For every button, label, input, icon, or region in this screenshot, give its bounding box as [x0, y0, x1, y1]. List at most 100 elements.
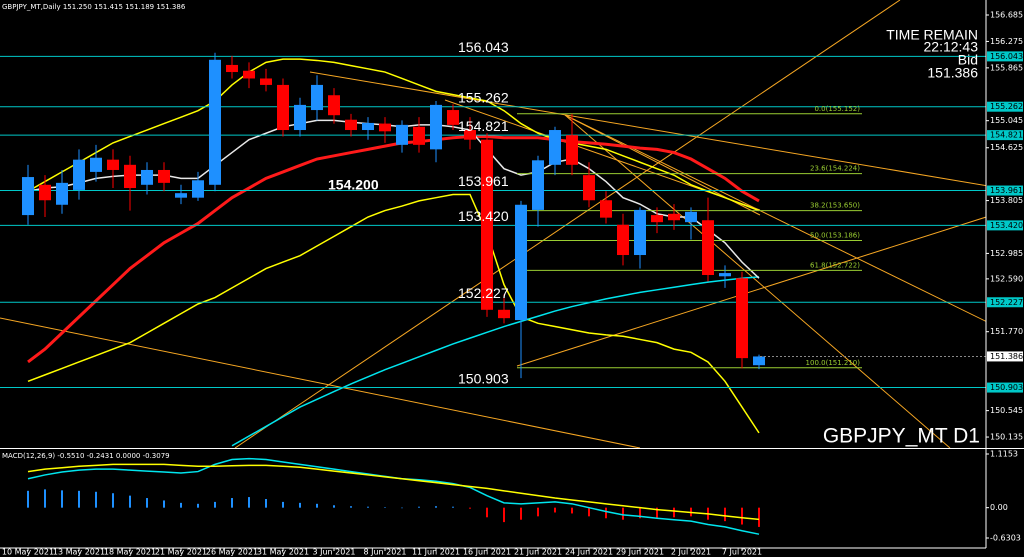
x-tick-label: 8 Jun 2021 [363, 548, 406, 557]
y-tick-label: 155.045 [990, 116, 1023, 125]
macd-bar [622, 507, 624, 520]
macd-bar [316, 503, 318, 508]
candle-body [532, 160, 544, 210]
y-tick-label: 156.275 [990, 37, 1023, 46]
macd-bar [27, 490, 29, 508]
macd-bar [163, 500, 165, 508]
level-label: 156.043 [458, 39, 509, 55]
level-label: 152.227 [458, 285, 509, 301]
macd-bar [724, 507, 726, 522]
x-tick-label: 10 May 2021 [2, 548, 54, 557]
level-tag-label: 154.821 [990, 131, 1023, 140]
indicator-line [27, 58, 760, 212]
macd-bar [248, 497, 250, 508]
macd-bar [384, 507, 386, 508]
macd-bar [282, 501, 284, 508]
x-tick-label: 26 May 2021 [206, 548, 258, 557]
candle-body [651, 215, 663, 223]
macd-bar [401, 507, 403, 509]
bid-value: 151.386 [927, 65, 978, 81]
macd-bar [588, 507, 590, 517]
level-tag [987, 382, 1023, 393]
candle-body [668, 213, 680, 221]
macd-bar [367, 506, 369, 508]
trendline [309, 71, 986, 187]
candle-body [753, 356, 765, 366]
macd-y-tick-label: 0.00 [990, 503, 1008, 512]
candle-body [702, 220, 714, 275]
level-label: 154.821 [458, 118, 509, 134]
candle-body [481, 139, 493, 310]
macd-bar [299, 502, 301, 508]
y-tick-label: 153.805 [990, 196, 1023, 205]
x-tick-label: 21 May 2021 [155, 548, 207, 557]
candle-body [736, 278, 748, 359]
candle-body [430, 104, 442, 150]
price-panel [0, 0, 986, 448]
level-label: 153.420 [458, 208, 509, 224]
x-tick-label: 13 May 2021 [53, 548, 105, 557]
level-label: 150.903 [458, 370, 509, 386]
fib-label: 38.2(153.650) [810, 202, 860, 210]
level-tag [987, 185, 1023, 196]
candle-body [294, 104, 306, 131]
candle-body [464, 130, 476, 140]
macd-bar [554, 507, 556, 513]
macd-bar [571, 507, 573, 514]
fib-label: 23.6(154.224) [810, 165, 860, 173]
macd-bar [129, 495, 131, 508]
macd-bar [112, 493, 114, 508]
macd-bar [197, 503, 199, 508]
level-label: 155.262 [458, 89, 509, 105]
candle-body [566, 135, 578, 165]
macd-bar [520, 507, 522, 520]
y-tick-label: 154.625 [990, 143, 1023, 152]
x-tick-label: 21 Jun 2021 [514, 548, 562, 557]
macd-bar [605, 507, 607, 519]
macd-bar [214, 501, 216, 508]
y-tick-label: 156.685 [990, 11, 1023, 20]
candle-body [141, 169, 153, 185]
trendline [0, 317, 641, 448]
x-tick-label: 16 Jun 2021 [463, 548, 511, 557]
candle-body [107, 159, 119, 170]
x-tick-label: 24 Jun 2021 [565, 548, 613, 557]
bid-label: Bid [958, 52, 978, 68]
level-tag-label: 152.227 [990, 298, 1023, 307]
candle-body [583, 175, 595, 201]
candle-body [515, 204, 527, 321]
candle-body [719, 273, 731, 277]
candle-body [379, 123, 391, 132]
candle-body [396, 124, 408, 145]
candle-body [260, 78, 272, 85]
y-tick-label: 151.770 [990, 327, 1023, 336]
macd-bar [95, 491, 97, 508]
macd-bar [350, 506, 352, 508]
bid-tag-label: 151.386 [990, 352, 1023, 361]
indicator-line [27, 193, 760, 434]
macd-bar [741, 507, 743, 525]
level-tag [987, 51, 1023, 62]
macd-bar [180, 502, 182, 508]
y-tick-label: 150.135 [990, 433, 1023, 442]
symbol-label: GBPJPY_MT D1 [823, 425, 980, 448]
candle-body [345, 119, 357, 131]
macd-bar [435, 506, 437, 508]
candle-body [498, 309, 510, 319]
x-tick-label: 3 Jun 2021 [312, 548, 355, 557]
macd-bar [265, 499, 267, 508]
macd-header: MACD(12,26,9) -0.5510 -0.2431 0.0000 -0.… [2, 452, 170, 460]
macd-bar [503, 507, 505, 523]
x-tick-label: 11 Jun 2021 [412, 548, 460, 557]
level-tag-label: 153.961 [990, 186, 1023, 195]
candle-body [73, 159, 85, 190]
chart-header: GBPJPY_MT,Daily 151.250 151.415 151.189 … [2, 3, 186, 11]
level-label: 153.961 [458, 173, 509, 189]
candle-body [277, 84, 289, 131]
macd-bar [537, 507, 539, 517]
trendline [516, 216, 986, 367]
time-remain: 22:12:43 [924, 39, 979, 55]
macd-bar [673, 507, 675, 518]
x-tick-label: 29 Jun 2021 [616, 548, 664, 557]
